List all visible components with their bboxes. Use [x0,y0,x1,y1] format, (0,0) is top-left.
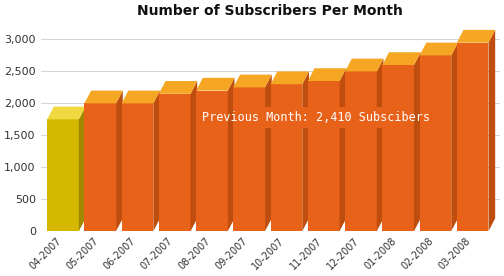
Polygon shape [47,107,86,119]
Bar [345,71,377,231]
Bar [419,55,451,231]
Polygon shape [84,91,123,104]
Bar [457,43,488,231]
Polygon shape [265,75,272,231]
Polygon shape [419,43,458,55]
Polygon shape [383,52,421,65]
Polygon shape [345,59,384,71]
Polygon shape [191,81,197,231]
Polygon shape [79,107,86,231]
Bar [308,81,340,231]
Polygon shape [121,91,160,104]
Polygon shape [308,128,325,139]
Title: Number of Subscribers Per Month: Number of Subscribers Per Month [137,4,403,18]
Polygon shape [488,30,495,231]
Bar [47,119,79,231]
Bar [383,65,414,231]
Bar [249,107,383,128]
Polygon shape [228,78,234,231]
Polygon shape [414,52,421,231]
Polygon shape [271,71,309,84]
Polygon shape [116,91,123,231]
Polygon shape [302,71,309,231]
Bar [233,87,265,231]
Polygon shape [153,91,160,231]
Bar [271,84,302,231]
Polygon shape [308,68,346,81]
Polygon shape [159,81,197,94]
Polygon shape [196,78,234,91]
Polygon shape [451,43,458,231]
Bar [159,94,191,231]
Polygon shape [233,75,272,87]
Bar [84,104,116,231]
Polygon shape [340,68,346,231]
Polygon shape [377,59,384,231]
Text: Previous Month: 2,410 Subscibers: Previous Month: 2,410 Subscibers [202,111,430,124]
Bar [196,91,228,231]
Bar [121,104,153,231]
Polygon shape [457,30,495,43]
